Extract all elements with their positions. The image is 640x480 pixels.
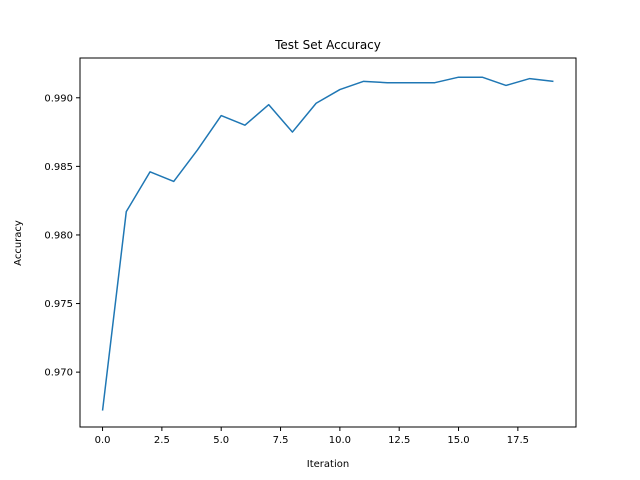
- plot-area: [101, 76, 554, 411]
- x-tick-label: 10.0: [329, 435, 351, 446]
- y-axis-label: Accuracy: [13, 220, 24, 266]
- x-axis-ticks: 0.0 2.5 5.0 7.5 10.0 12.5 15.0 17.5: [95, 427, 529, 446]
- axes-frame: [79, 57, 577, 428]
- x-axis-label: Iteration: [307, 459, 349, 470]
- x-tick-label: 2.5: [154, 435, 170, 446]
- x-tick-label: 5.0: [213, 435, 229, 446]
- y-tick-label: 0.970: [44, 368, 73, 379]
- series-line: [101, 76, 554, 411]
- x-tick-label: 7.5: [273, 435, 289, 446]
- y-tick-label: 0.990: [44, 93, 73, 104]
- y-tick-label: 0.985: [44, 162, 73, 173]
- y-tick-label: 0.975: [44, 299, 73, 310]
- x-tick-label: 15.0: [447, 435, 469, 446]
- chart-title: Test Set Accuracy: [274, 38, 381, 52]
- x-tick-label: 0.0: [95, 435, 111, 446]
- y-axis-ticks: 0.970 0.975 0.980 0.985 0.990: [44, 93, 80, 379]
- x-tick-label: 12.5: [388, 435, 410, 446]
- y-tick-label: 0.980: [44, 230, 73, 241]
- x-tick-label: 17.5: [507, 435, 529, 446]
